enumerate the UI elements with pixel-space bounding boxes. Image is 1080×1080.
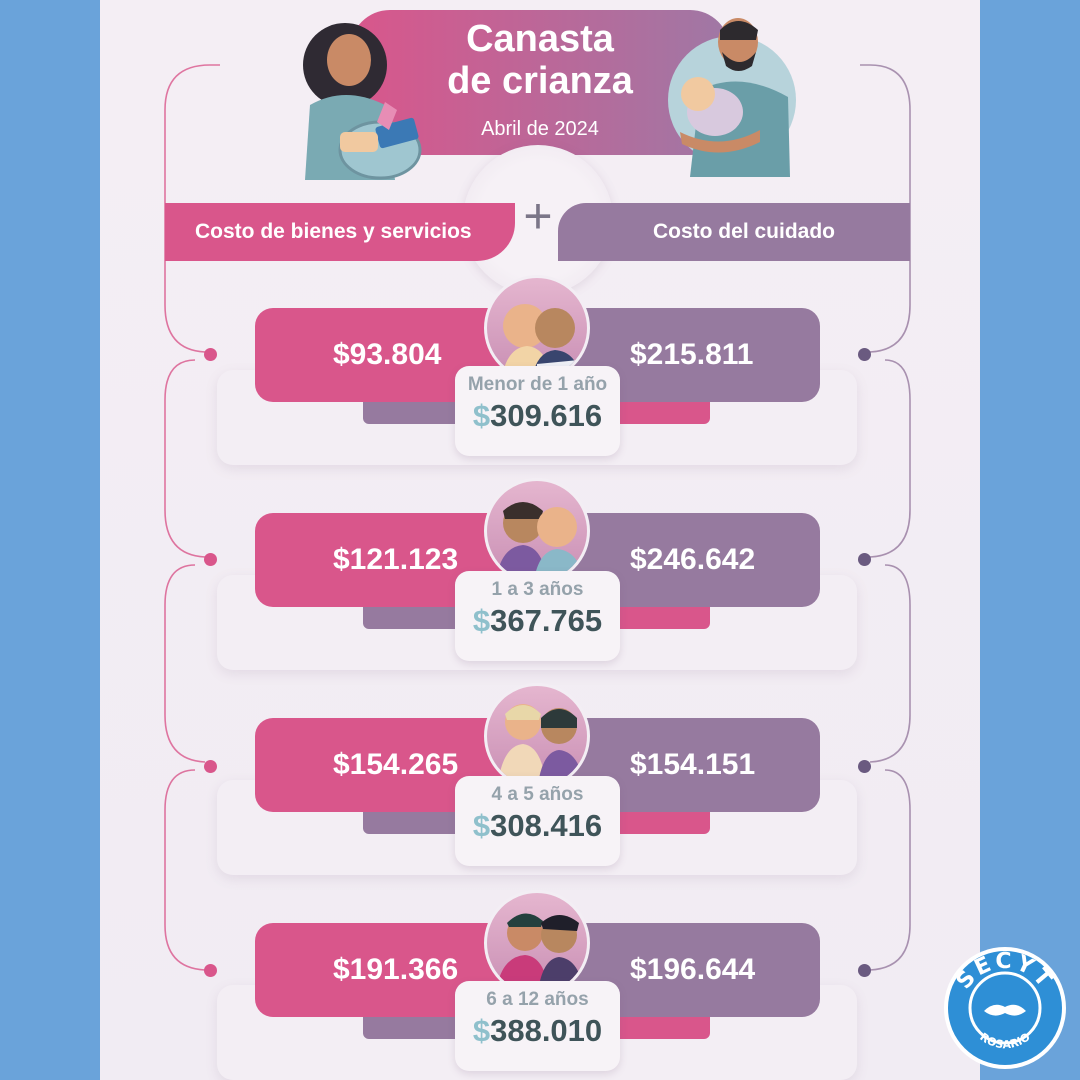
mother-illustration [303, 23, 422, 180]
total-value: $308.416 [472, 808, 603, 843]
father-illustration [668, 18, 796, 177]
plus-icon: + [523, 188, 553, 244]
total-box: 4 a 5 años $308.416 [455, 776, 620, 866]
connector-dot-left [204, 964, 217, 977]
total-box: 1 a 3 años $367.765 [455, 571, 620, 661]
age-row-under-1: $215.811 $93.804 Menor de 1 año $309.616 [100, 275, 980, 478]
page-title: Canasta de crianza [447, 18, 633, 102]
connector-dot-left [204, 553, 217, 566]
connector-dot-right [858, 760, 871, 773]
connector-dot-right [858, 964, 871, 977]
connector-dot-left [204, 348, 217, 361]
toddlers-avatar [484, 478, 590, 584]
age-row-1-3: $246.642 $121.123 1 a 3 años $367.765 [100, 478, 980, 683]
age-row-4-5: $154.151 $154.265 4 a 5 años $308.416 [100, 683, 980, 888]
total-value: $309.616 [472, 398, 603, 433]
children-avatar [484, 683, 590, 789]
infographic-panel: Canasta de crianza Abril de 2024 Costo d… [100, 0, 980, 1080]
connector-dot-right [858, 348, 871, 361]
age-label: Menor de 1 año [467, 374, 608, 395]
age-label: 4 a 5 años [491, 784, 584, 805]
connector-dot-right [858, 553, 871, 566]
age-row-6-12: $196.644 $191.366 6 a 12 años $388.010 [100, 890, 980, 1080]
svg-text:ROSARIO: ROSARIO [977, 1030, 1032, 1051]
connector-dot-left [204, 760, 217, 773]
age-label: 6 a 12 años [486, 989, 589, 1010]
care-cost-header: Costo del cuidado [558, 203, 910, 261]
page-subtitle: Abril de 2024 [481, 118, 599, 140]
total-box: Menor de 1 año $309.616 [455, 366, 620, 456]
total-box: 6 a 12 años $388.010 [455, 981, 620, 1071]
total-value: $367.765 [472, 603, 603, 638]
secyt-rosario-logo: SECYT ROSARIO [944, 947, 1066, 1069]
age-label: 1 a 3 años [491, 579, 584, 600]
goods-services-header: Costo de bienes y servicios [165, 203, 515, 261]
total-value: $388.010 [472, 1013, 603, 1048]
